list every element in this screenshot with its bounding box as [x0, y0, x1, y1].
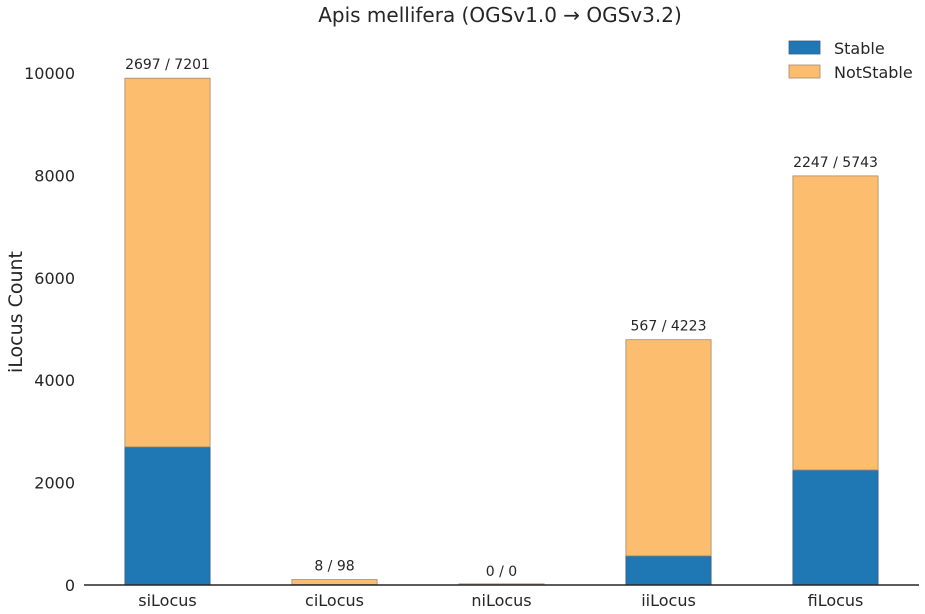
y-tick-label: 8000: [34, 166, 75, 185]
legend: Stable NotStable: [788, 39, 913, 82]
bar-notstable-iilocus: [625, 339, 712, 557]
bars-group: [124, 77, 879, 586]
x-tick-label: iiLocus: [641, 591, 696, 610]
bar-stable-silocus: [124, 446, 211, 586]
y-tick-label: 4000: [34, 371, 75, 390]
legend-label-notstable: NotStable: [834, 63, 913, 82]
bar-annotation: 0 / 0: [486, 564, 517, 580]
bar-stable-filocus: [792, 469, 879, 586]
legend-label-stable: Stable: [834, 39, 885, 58]
y-tick-label: 10000: [24, 64, 75, 83]
y-tick-label: 0: [65, 576, 75, 595]
bar-notstable-cilocus: [291, 579, 378, 585]
legend-swatch-notstable: [788, 64, 821, 79]
x-axis: siLocus ciLocus niLocus iiLocus fiLocus: [138, 591, 863, 610]
y-axis: 0 2000 4000 6000 8000 10000: [24, 64, 75, 595]
bar-annotation: 567 / 4223: [631, 319, 707, 335]
y-axis-label: iLocus Count: [5, 251, 27, 373]
legend-swatch-stable: [788, 40, 821, 55]
bar-annotation: 2697 / 7201: [125, 57, 210, 73]
chart-title: Apis mellifera (OGSv1.0 → OGSv3.2): [318, 3, 682, 27]
x-tick-label: niLocus: [471, 591, 531, 610]
x-tick-label: ciLocus: [305, 591, 364, 610]
x-tick-label: siLocus: [138, 591, 196, 610]
bar-notstable-filocus: [792, 175, 879, 471]
annotations-group: 2697 / 7201 8 / 98 0 / 0 567 / 4223 2247 / 5…: [125, 57, 878, 580]
y-tick-label: 2000: [34, 474, 75, 493]
y-tick-label: 6000: [34, 269, 75, 288]
bar-stable-iilocus: [625, 555, 712, 586]
x-tick-label: fiLocus: [808, 591, 864, 610]
bar-annotation: 8 / 98: [314, 559, 354, 575]
bar-annotation: 2247 / 5743: [793, 155, 878, 171]
bar-notstable-silocus: [124, 77, 211, 448]
